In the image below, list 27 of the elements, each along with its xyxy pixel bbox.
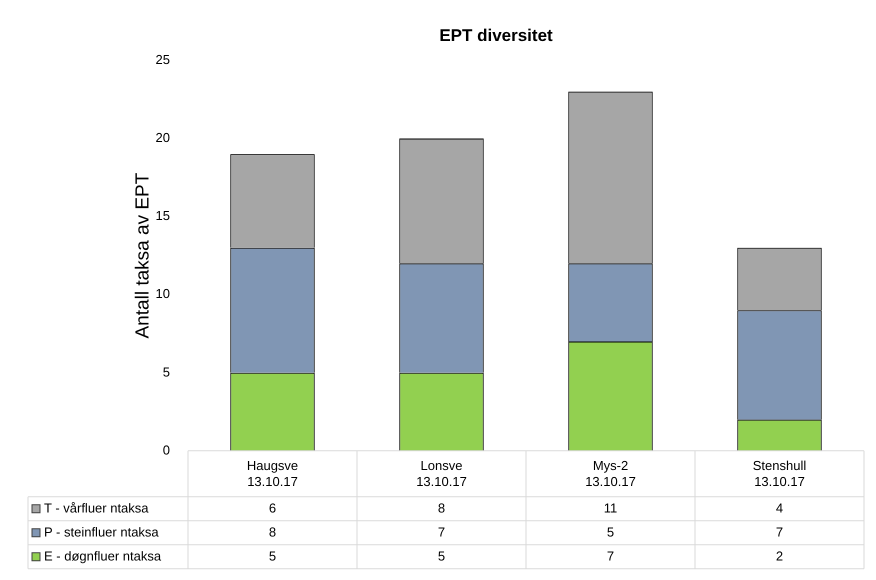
data-label: 8 bbox=[268, 524, 276, 540]
legend-label: T - vårfluer ntaksa bbox=[44, 500, 150, 516]
data-label: 2 bbox=[776, 548, 784, 564]
chart-title: EPT diversitet bbox=[439, 26, 554, 45]
data-label: 5 bbox=[606, 524, 614, 540]
x-tick-label: Haugsve 13.10.17 bbox=[246, 458, 298, 489]
data-label: 11 bbox=[604, 500, 618, 516]
data-label: 6 bbox=[268, 500, 276, 516]
data-label: 8 bbox=[438, 500, 446, 516]
data-label: 7 bbox=[606, 548, 614, 564]
x-tick-label: Lonsve 13.10.17 bbox=[416, 458, 467, 489]
x-tick-label: Mys-2 13.10.17 bbox=[585, 458, 636, 489]
y-tick-label: 15 bbox=[156, 208, 170, 224]
y-axis-title: Antall taksa av EPT bbox=[132, 172, 154, 338]
x-tick-label: Stenshull 13.10.17 bbox=[752, 458, 806, 489]
y-tick-label: 20 bbox=[156, 130, 170, 146]
data-label: 5 bbox=[268, 548, 276, 564]
legend-label: P - steinfluer ntaksa bbox=[44, 524, 160, 540]
data-label: 4 bbox=[776, 500, 784, 516]
y-tick-label: 10 bbox=[156, 286, 170, 302]
legend-label: E - døgnfluer ntaksa bbox=[44, 548, 162, 564]
data-label: 7 bbox=[438, 524, 446, 540]
y-tick-label: 5 bbox=[162, 364, 170, 380]
data-label: 7 bbox=[776, 524, 784, 540]
y-tick-label: 25 bbox=[156, 52, 170, 67]
data-label: 5 bbox=[438, 548, 446, 564]
y-tick-label: 0 bbox=[162, 442, 170, 458]
